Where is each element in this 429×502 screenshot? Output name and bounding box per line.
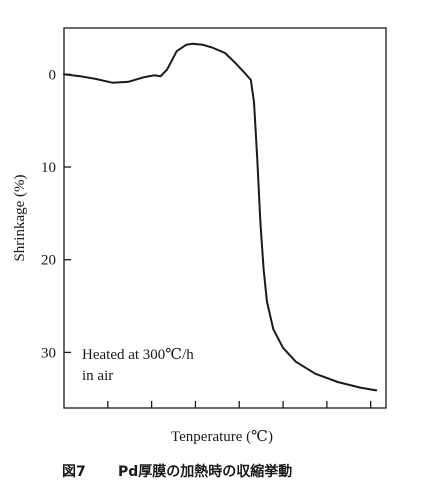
y-axis-ticks: 0 10 20 30 [41, 67, 71, 361]
plot-area: 0 10 20 30 Heated at 300℃/h in air [41, 27, 387, 409]
y-tick-label: 10 [41, 160, 56, 176]
annotation-line-2: in air [82, 368, 113, 384]
y-tick-label: 30 [41, 345, 56, 361]
annotation-line-1: Heated at 300℃/h [82, 347, 194, 363]
x-axis-ticks [107, 401, 372, 408]
y-tick-label: 20 [41, 253, 56, 269]
plot-frame [63, 27, 387, 409]
y-axis-label: Shrinkage (%) [12, 174, 28, 261]
caption-label: 図7 [62, 464, 86, 480]
caption-text: Pd厚膜の加熱時の収縮挙動 [118, 463, 292, 480]
x-axis-label: Tenperature (℃) [171, 429, 273, 445]
y-tick-label: 0 [49, 67, 57, 83]
shrinkage-curve [63, 42, 378, 392]
